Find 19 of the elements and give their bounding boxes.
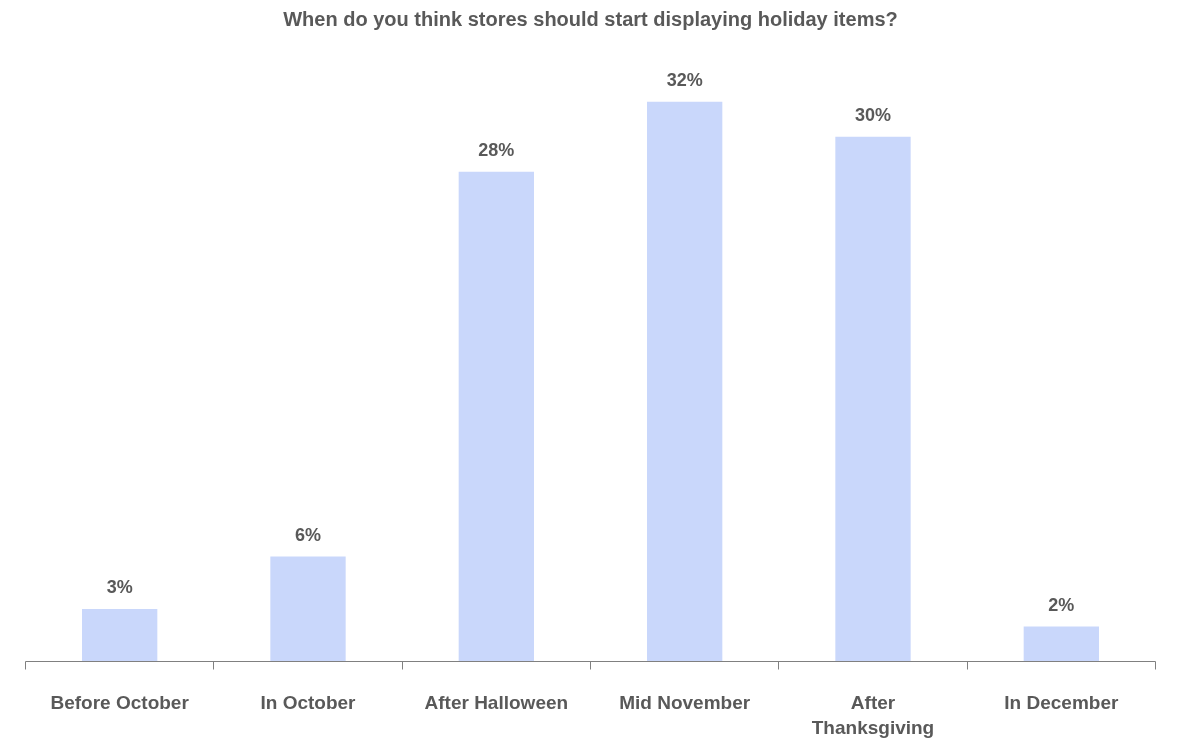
x-tick-label: After Thanksgiving: [811, 691, 935, 738]
data-label: 28%: [478, 139, 515, 160]
bar: [458, 171, 534, 662]
x-tick-label: In October: [260, 691, 357, 713]
bar: [1023, 626, 1099, 662]
data-label: 32%: [666, 69, 703, 90]
bar: [270, 556, 346, 662]
x-tick-label: After Halloween: [424, 691, 569, 713]
data-label: 2%: [1048, 594, 1075, 615]
bar: [835, 136, 911, 662]
bar: [647, 101, 723, 662]
x-tick-label: Before October: [50, 691, 190, 713]
chart-title: When do you think stores should start displaying holiday items?: [283, 7, 898, 30]
data-label: 30%: [854, 104, 892, 125]
x-tick-label: In December: [1004, 691, 1119, 713]
data-label: 3%: [106, 577, 133, 598]
data-label: 6%: [294, 524, 322, 545]
bar: [82, 609, 158, 662]
x-tick-label: Mid November: [619, 691, 751, 713]
